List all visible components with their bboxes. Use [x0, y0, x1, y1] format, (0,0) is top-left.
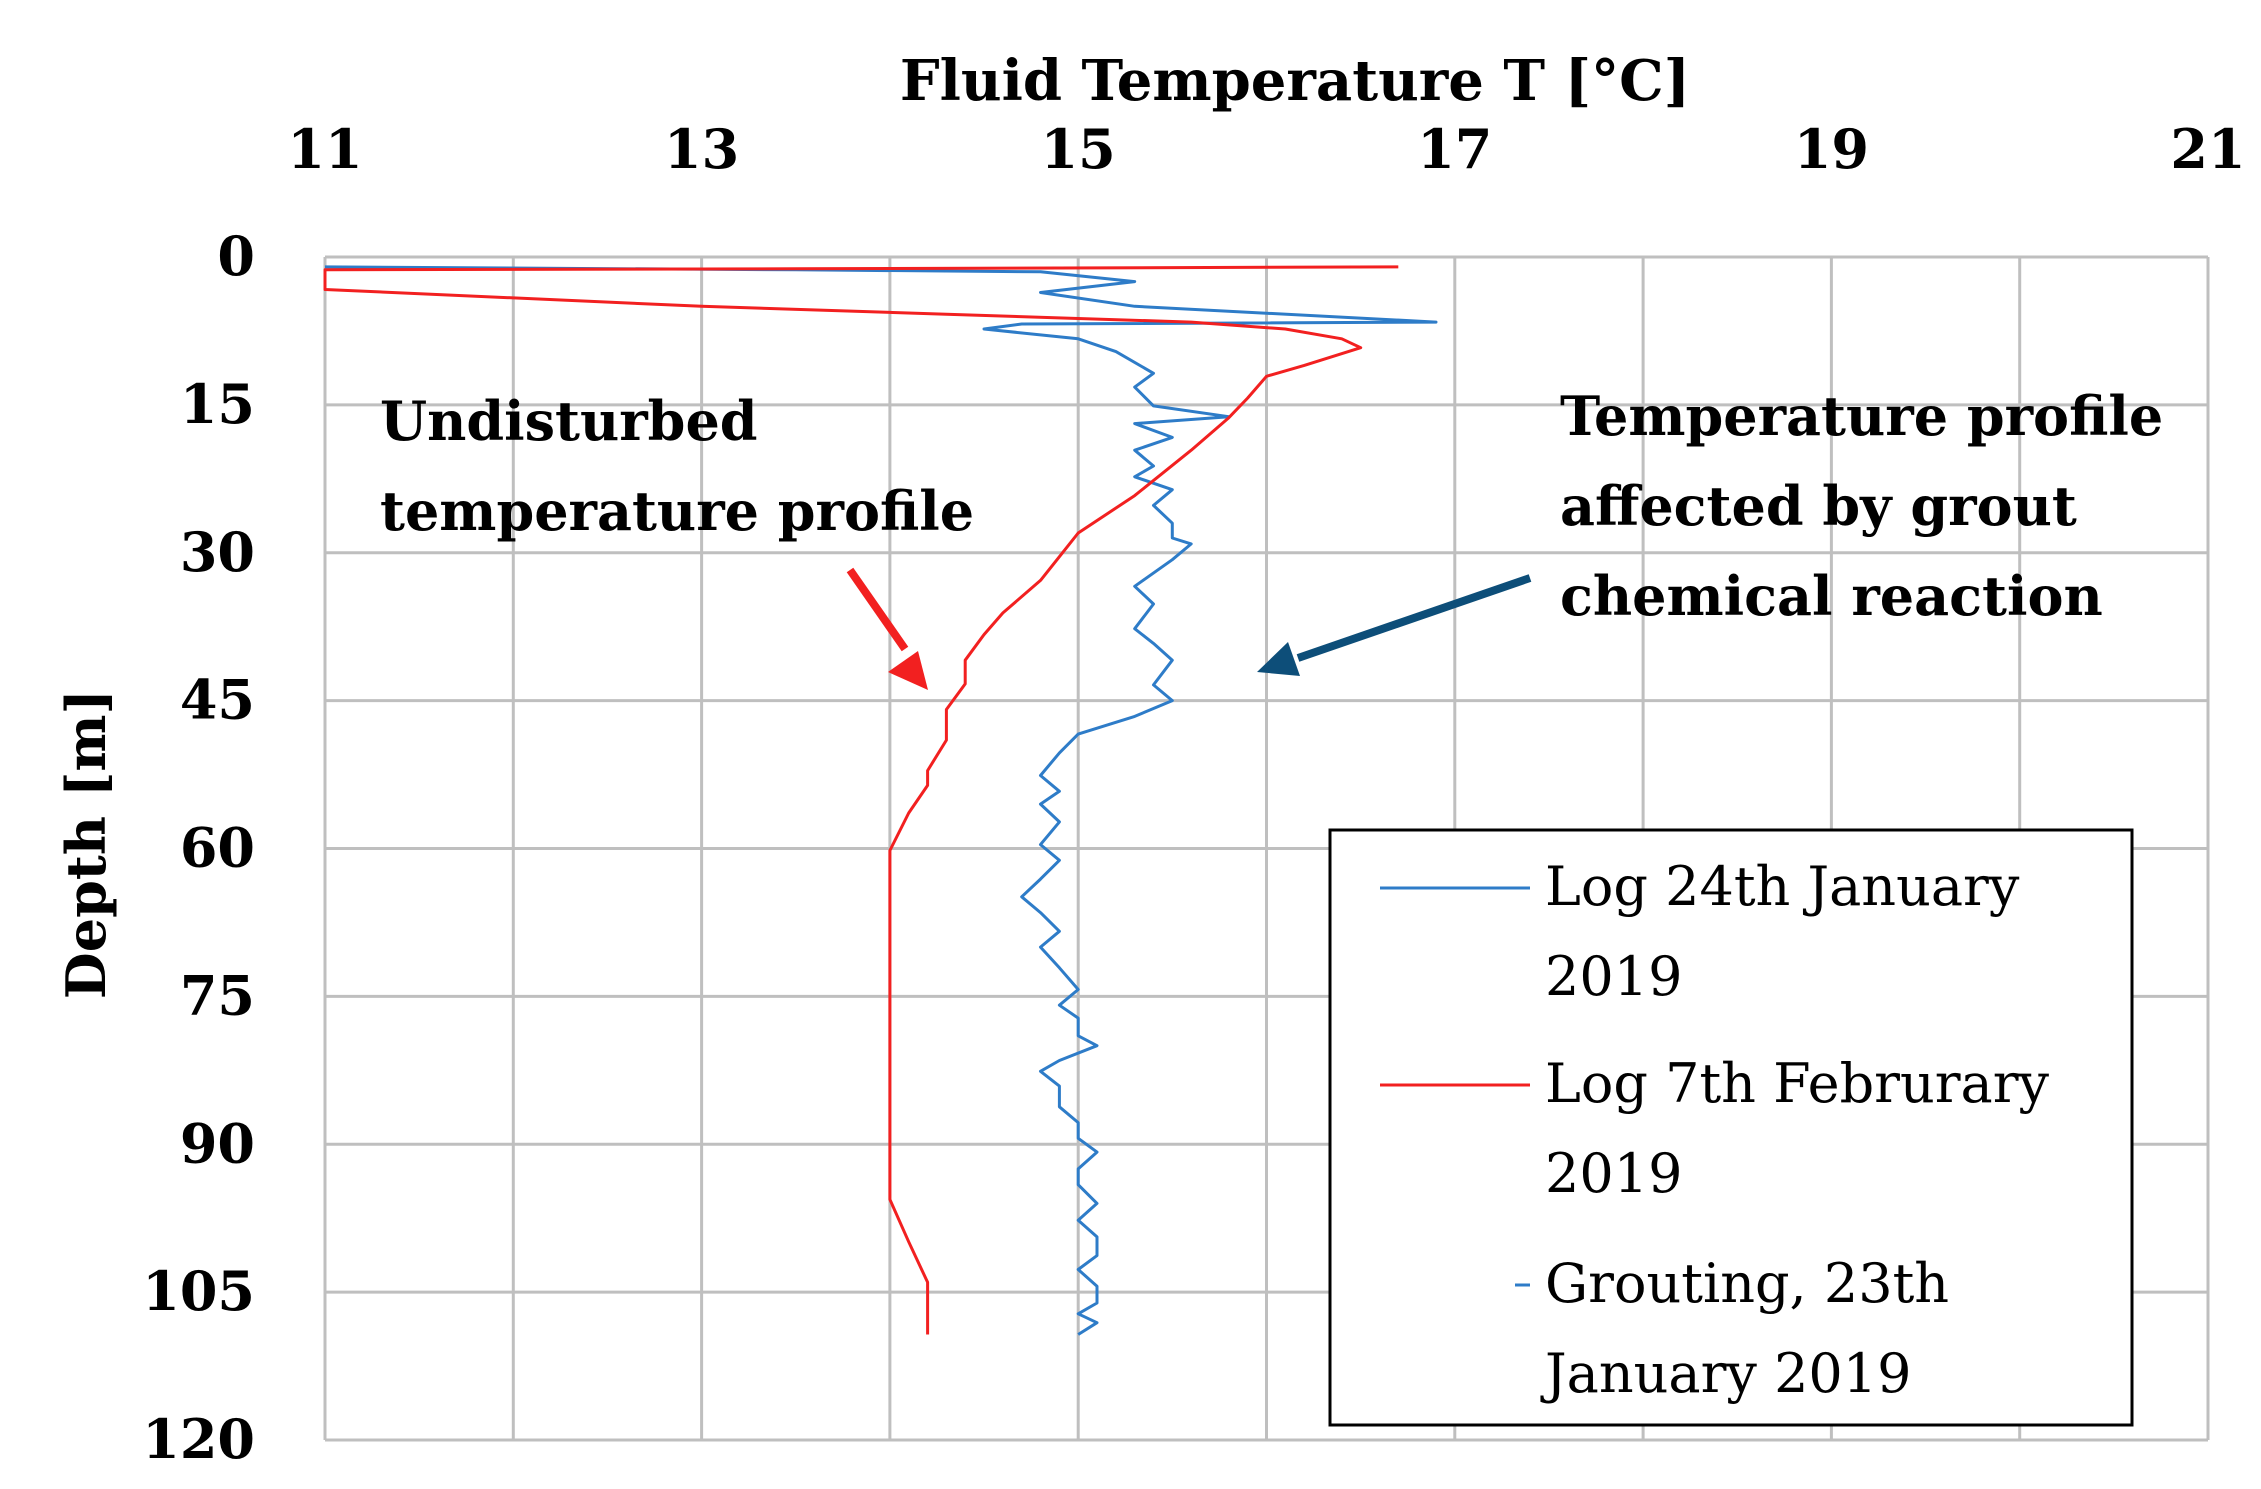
- legend-label-log-feb: Log 7th Februrary 2019: [1545, 1052, 2066, 1205]
- legend-label-grouting: Grouting, 23th January 2019: [1540, 1252, 1966, 1405]
- annotation-undisturbed-line-1: Undisturbed: [380, 389, 758, 453]
- annotation-arrow-blue-head: [1257, 642, 1300, 676]
- y-tick-label-30: 30: [180, 520, 255, 584]
- y-tick-label-15: 15: [180, 372, 255, 436]
- x-tick-label-15: 15: [1041, 117, 1116, 181]
- y-tick-label-0: 0: [217, 224, 255, 288]
- annotation-arrow-blue: [1296, 574, 1532, 662]
- y-tick-label-60: 60: [180, 816, 255, 880]
- x-tick-labels: 11 13 15 17 19 21: [287, 117, 2245, 181]
- legend-label-grouting-line-2: January 2019: [1540, 1342, 1912, 1405]
- annotation-grout-line-2: affected by grout: [1560, 474, 2077, 538]
- y-tick-label-120: 120: [142, 1407, 255, 1471]
- series-line-0: [324, 265, 1438, 1336]
- annotation-grout: Temperature profile affected by grout ch…: [1560, 384, 2182, 628]
- annotation-grout-line-3: chemical reaction: [1560, 564, 2103, 628]
- legend-label-grouting-line-1: Grouting, 23th: [1545, 1252, 1949, 1315]
- legend-label-log-jan: Log 24th January 2019: [1545, 855, 2037, 1008]
- x-tick-label-11: 11: [287, 117, 362, 181]
- series-line-1: [323, 265, 1399, 1335]
- y-tick-label-75: 75: [180, 963, 255, 1027]
- x-tick-label-21: 21: [2170, 117, 2245, 181]
- legend-label-log-feb-line-1: Log 7th Februrary: [1545, 1052, 2050, 1115]
- legend-label-log-jan-line-1: Log 24th January: [1545, 855, 2020, 918]
- series-group: [323, 265, 1438, 1336]
- legend: Log 24th January 2019 Log 7th Februrary …: [1328, 828, 2134, 1427]
- y-tick-labels: 0 15 30 45 60 75 90 105 120: [142, 224, 255, 1471]
- x-axis-title: Fluid Temperature T [°C]: [900, 48, 1690, 114]
- legend-label-log-jan-line-2: 2019: [1545, 945, 1682, 1008]
- annotation-grout-line-1: Temperature profile: [1560, 384, 2163, 448]
- annotation-arrow-red-head: [888, 651, 928, 690]
- x-tick-label-17: 17: [1417, 117, 1492, 181]
- y-axis-title: Depth [m]: [54, 689, 118, 999]
- y-tick-label-105: 105: [142, 1259, 255, 1323]
- annotation-arrow-red: [846, 567, 909, 652]
- legend-label-log-feb-line-2: 2019: [1545, 1142, 1682, 1205]
- annotation-undisturbed-line-2: temperature profile: [380, 479, 974, 543]
- y-tick-label-90: 90: [180, 1111, 255, 1175]
- annotation-undisturbed: Undisturbed temperature profile: [380, 389, 974, 543]
- x-tick-label-19: 19: [1794, 117, 1869, 181]
- legend-box: [1328, 828, 2134, 1427]
- y-tick-label-45: 45: [180, 668, 255, 732]
- x-tick-label-13: 13: [664, 117, 739, 181]
